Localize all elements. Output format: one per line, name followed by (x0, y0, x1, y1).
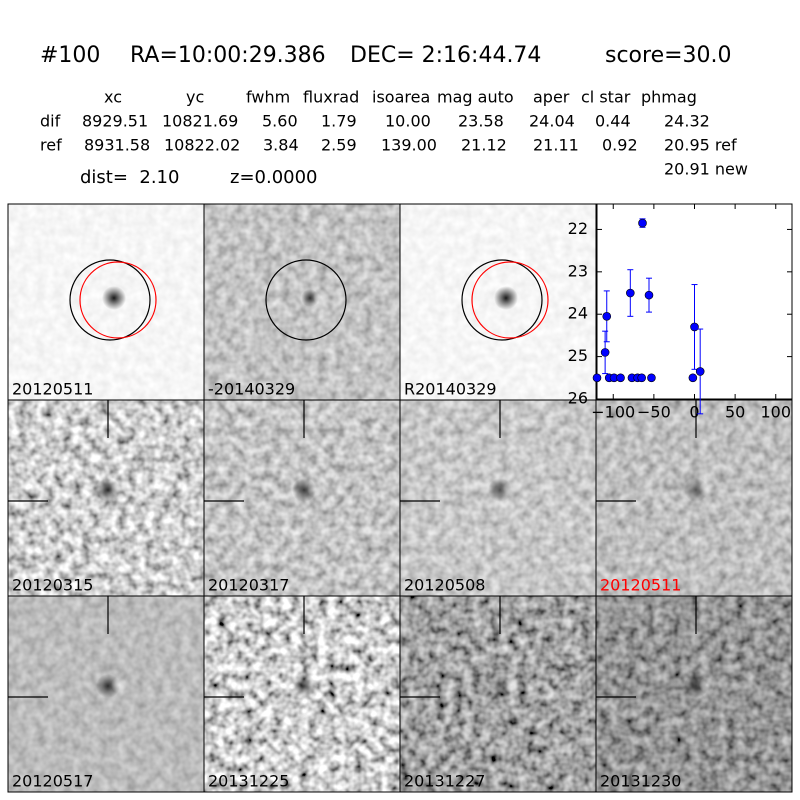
stamp-label: 20131225 (208, 772, 289, 791)
stamp-label: 20131230 (600, 772, 681, 791)
x-tick-label: −50 (637, 403, 671, 422)
table-cell: 24.32 (664, 112, 710, 131)
column-header: isoarea (372, 88, 430, 107)
data-point (602, 312, 612, 321)
y-tick-label: 25 (568, 346, 588, 365)
ra: RA=10:00:29.386 (130, 43, 326, 68)
stamp-label: 20131227 (404, 772, 485, 791)
candidate-id: #100 (40, 43, 100, 68)
table-cell: 23.58 (458, 112, 504, 131)
source-bright (503, 481, 519, 497)
y-tick-label: 23 (568, 261, 588, 280)
x-tick-label: −100 (591, 403, 635, 422)
stamp-label: 20120511 (12, 380, 93, 399)
table-cell: 139.00 (381, 136, 437, 155)
table-cell: 3.84 (263, 136, 299, 155)
aperture (461, 259, 543, 341)
x-tick-label: 50 (725, 403, 745, 422)
data-point (638, 218, 647, 228)
stamp: 20120511 (7, 203, 205, 401)
table-cell: 2.59 (321, 136, 357, 155)
x-tick-label: 0 (689, 403, 699, 422)
score: score=30.0 (605, 43, 732, 68)
data-point (637, 373, 646, 383)
data-point (688, 373, 698, 383)
x-tick-label: 100 (760, 403, 791, 422)
table-cell: 10821.69 (162, 112, 238, 131)
stamp-border (595, 595, 793, 793)
stamp-label: 20120517 (12, 772, 93, 791)
table-cell: 21.11 (533, 136, 579, 155)
column-header: cl star (581, 88, 631, 107)
table-cell: 21.12 (461, 136, 507, 155)
aperture (69, 259, 151, 341)
column-header: xc (104, 88, 122, 107)
y-tick-label: 26 (568, 389, 588, 408)
stamp: 20120508 (399, 399, 597, 597)
y-tick-label: 22 (568, 219, 588, 238)
data-point (626, 288, 635, 298)
table-cell: 8929.51 (82, 112, 148, 131)
stamp: R20140329 (399, 203, 597, 401)
stamp: 20120317 (203, 399, 401, 597)
column-header: mag auto (437, 88, 514, 107)
data-point (690, 322, 699, 332)
data-point (600, 348, 610, 357)
data-point (644, 290, 654, 300)
source-bright (503, 677, 519, 693)
table-cell: 1.79 (321, 112, 357, 131)
source-bright (111, 481, 127, 497)
stamp-label: 20120317 (208, 576, 289, 595)
stamp: 20120517 (7, 595, 205, 793)
redshift: z=0.0000 (230, 167, 318, 188)
row-label: dif (40, 112, 61, 131)
data-point (647, 373, 656, 383)
stamp: 20131225 (203, 595, 401, 793)
table-cell: 24.04 (529, 112, 575, 131)
stamp: 20131230 (595, 595, 793, 793)
data-point (616, 373, 625, 383)
column-header: fluxrad (303, 88, 359, 107)
column-header: yc (186, 88, 204, 107)
source-bright (307, 481, 323, 497)
row-label: ref (40, 136, 62, 155)
table-cell: 10822.02 (164, 136, 240, 155)
stamp: 20131227 (399, 595, 597, 793)
stamp-label: 20120315 (12, 576, 93, 595)
dec: DEC= 2:16:44.74 (350, 43, 541, 68)
source-bright (111, 677, 127, 693)
stamp: 20120315 (7, 399, 205, 597)
stamp-label: 20120511 (600, 576, 681, 595)
source-bright (313, 289, 329, 305)
column-header: phmag (641, 88, 697, 107)
source-bright (699, 677, 715, 693)
new-mag: 20.91 new (664, 160, 748, 179)
stamp: -20140329 (203, 203, 401, 401)
table-cell: 0.92 (602, 136, 638, 155)
stamp-label: -20140329 (208, 380, 295, 399)
source-bright (307, 677, 323, 693)
source-dark (494, 286, 518, 310)
table-cell: 8931.58 (84, 136, 150, 155)
column-header: fwhm (246, 88, 290, 107)
table-cell: 20.95 ref (664, 136, 737, 155)
source-dark (102, 286, 126, 310)
column-header: aper (533, 88, 570, 107)
table-cell: 0.44 (595, 112, 631, 131)
dist: dist= 2.10 (80, 167, 179, 188)
table-cell: 10.00 (385, 112, 431, 131)
stamp-label: R20140329 (404, 380, 497, 399)
aperture-ref (79, 261, 157, 339)
data-point (592, 373, 602, 383)
aperture-ref (471, 261, 549, 339)
source-bright (699, 481, 715, 497)
y-tick-label: 24 (568, 304, 588, 323)
aperture (265, 259, 347, 341)
table-cell: 5.60 (262, 112, 298, 131)
stamp: 20120511 (595, 399, 793, 597)
stamp-label: 20120508 (404, 576, 485, 595)
data-point (695, 367, 705, 376)
